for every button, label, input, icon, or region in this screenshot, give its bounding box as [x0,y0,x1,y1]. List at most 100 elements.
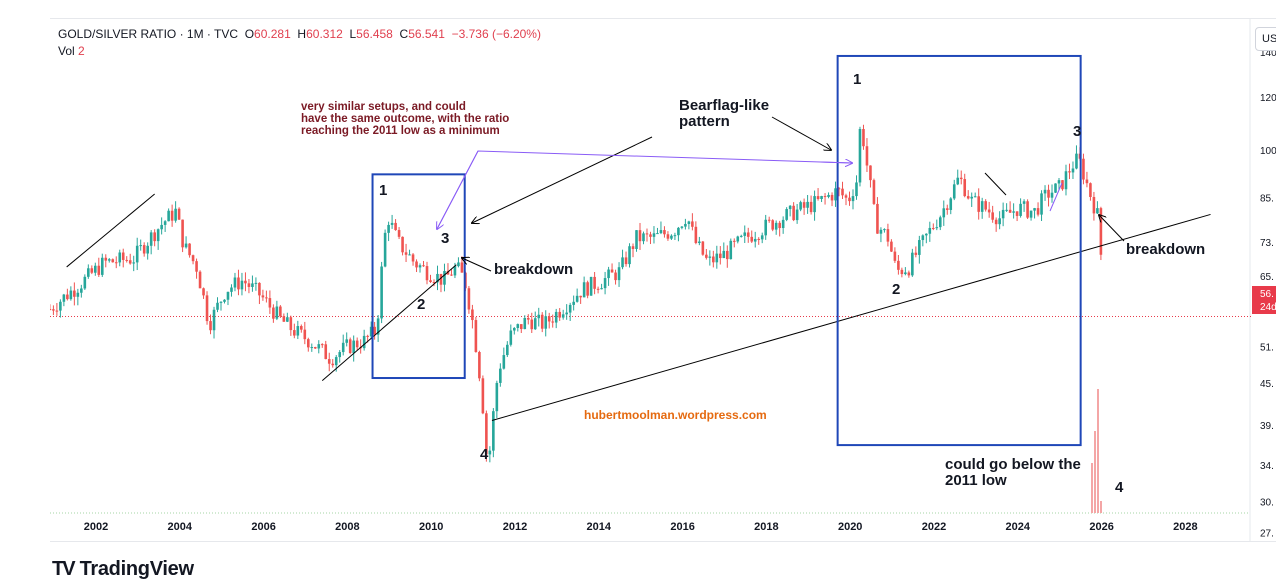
candle-body [125,259,129,261]
candle-body [1089,183,1092,197]
candle-body [631,246,635,249]
candle-body [694,226,698,243]
trendline-2007-low [321,264,457,381]
x-tick-label: 2020 [838,521,862,533]
candle-body [135,245,139,263]
tradingview-logo[interactable]: TV TradingView [52,558,194,581]
candle-body [722,250,726,259]
candle-body [1012,211,1015,213]
candle-body [397,230,401,237]
candle-body [177,208,181,220]
candle-body [212,309,216,331]
candles-group [50,124,1103,463]
candle-body [324,344,328,360]
candle-body [76,292,80,297]
candle-body [170,210,174,221]
candle-body [673,235,677,237]
candle-body [1036,208,1040,215]
candle-body [1068,171,1071,173]
candle-body [230,287,233,292]
tradingview-icon: TV [52,558,76,580]
candle-body [575,295,579,302]
candle-body [240,280,244,290]
candle-body [439,273,443,285]
candle-body [279,306,282,317]
candle-body [994,219,998,225]
candle-body [945,208,949,210]
candle-body [394,222,397,231]
candle-body [977,196,980,212]
candle-body [925,233,928,236]
candle-body [523,318,527,330]
chart-area[interactable]: 140 120 100 85. 73. 65. 51. 45. 39. 34. 30. 27. 2002… [50,18,1276,542]
candle-body [593,276,596,289]
candle-body [1015,211,1019,216]
candle-body [460,262,464,273]
y-tick-label: 73. [1260,238,1274,249]
close-label: C [399,27,409,41]
purple-arrow-left [437,150,479,229]
x-tick-label: 2004 [168,521,193,533]
candle-body [167,210,170,222]
candle-body [649,234,652,237]
candle-body [188,243,191,256]
candle-body [795,209,799,221]
volume-legend[interactable]: Vol 2 [58,44,85,58]
candle-body [753,238,757,242]
close-value: 56.541 [408,27,445,41]
note-line: Bearflag-like [679,97,770,114]
candle-body [1054,183,1057,193]
candle-body [1022,201,1026,204]
candle-body [62,294,66,302]
candle-body [153,232,156,242]
change-value: −3.736 (−6.20%) [451,27,541,41]
candle-body [341,342,345,353]
candle-body [226,291,230,300]
x-tick-label: 2016 [670,521,694,533]
candle-body [1099,208,1103,255]
candle-body [746,232,750,237]
symbol-name[interactable]: GOLD/SILVER RATIO · 1M · TVC [58,27,239,41]
candle-body [1057,180,1061,184]
low-value: 56.458 [356,27,393,41]
candle-body [739,235,743,237]
candle-body [561,314,565,318]
candle-body [160,224,163,230]
candle-body [666,234,670,239]
x-tick-label: 2028 [1173,521,1197,533]
trendline-2001-2003 [66,193,155,268]
candle-body [596,288,600,290]
candle-body [600,288,603,290]
candle-body [513,327,516,331]
candle-body [872,180,876,204]
candle-body [537,314,541,319]
candle-body [987,209,991,213]
x-tick-label: 2006 [251,521,275,533]
candle-body [450,274,453,276]
candle-body [265,297,268,299]
candle-body [50,309,52,311]
candle-body [97,265,101,275]
candle-body [73,290,76,297]
volume-value: 2 [78,44,85,58]
candle-body [163,221,167,225]
candle-body [544,316,548,329]
candle-body [848,197,851,202]
candle-body [834,188,837,201]
candle-body [921,235,925,241]
last-price-value: 56. [1260,289,1274,300]
candle-body [1064,171,1068,190]
candle-body [272,307,275,319]
currency-button[interactable]: US [1255,27,1276,51]
candle-body [488,450,492,455]
candle-body [509,330,513,345]
candle-body [258,282,261,296]
candle-body [237,277,240,290]
candle-body [383,232,387,267]
price-chart[interactable]: 140 120 100 85. 73. 65. 51. 45. 39. 34. 30. 27. 2002… [50,19,1276,541]
note-line: 2011 low [945,472,1007,489]
candle-body [973,196,977,198]
candle-body [338,352,342,358]
candle-body [652,233,656,237]
go-below-note: could go below the 2011 low [945,457,1081,489]
